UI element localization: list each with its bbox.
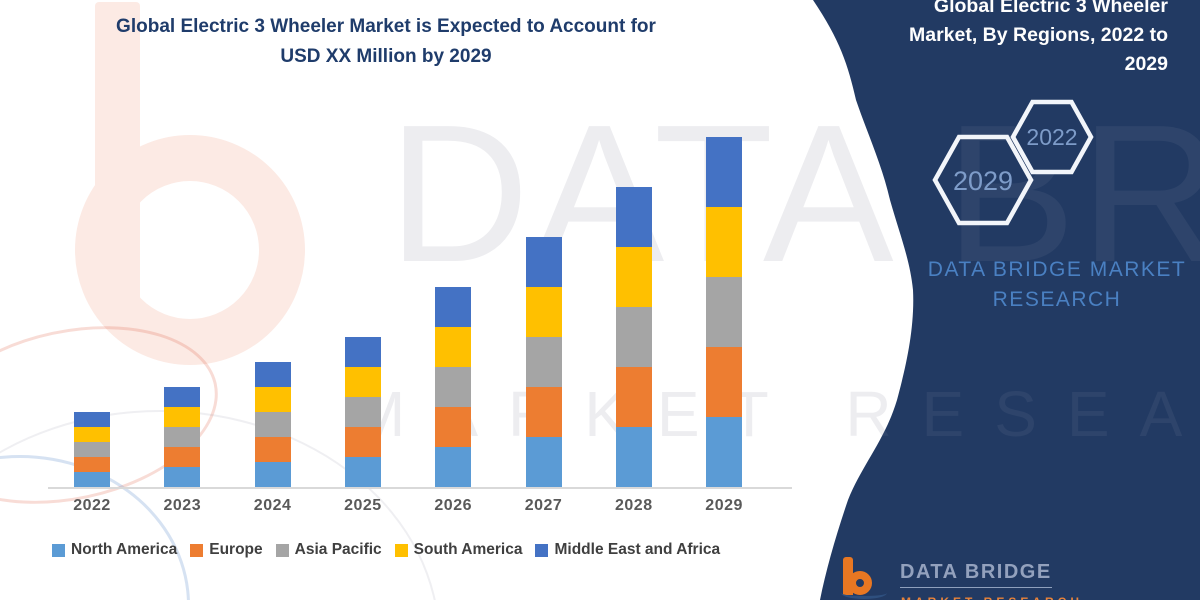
brand-wordmark-line2: RESEARCH (992, 288, 1122, 311)
stacked-bar-2026 (435, 287, 472, 487)
logo-subtitle: MARKET RESEARCH (901, 595, 1083, 600)
legend-swatch-icon (52, 543, 65, 557)
x-axis-label-2023: 2023 (163, 497, 202, 514)
chart-legend: North America Europe Asia Pacific South Ame… (52, 541, 720, 559)
x-axis-label-2025: 2025 (344, 497, 382, 514)
x-axis-label-2027: 2027 (524, 497, 563, 514)
bar-segment-asia-pacific (615, 307, 652, 367)
chart-title-line1: Global Electric 3 Wheeler Market is Expe… (116, 16, 656, 37)
hexagon-2029 (932, 134, 1034, 226)
x-axis-label-2028: 2028 (615, 497, 653, 514)
stacked-bar-2029 (706, 137, 743, 487)
x-axis-label-2026: 2026 (434, 497, 472, 514)
bar-segment-south-america (254, 387, 291, 412)
bar-segment-middle-east-and-africa (435, 287, 472, 327)
bar-segment-south-america (706, 207, 743, 277)
bar-segment-europe (254, 437, 291, 462)
x-axis-label-2029: 2029 (705, 497, 743, 514)
legend-swatch-icon (190, 543, 204, 557)
bar-segment-middle-east-and-africa (74, 412, 110, 427)
bar-segment-europe (74, 457, 110, 472)
bar-segment-europe (344, 427, 381, 457)
bar-segment-south-america (435, 327, 472, 367)
bar-segment-south-america (74, 427, 110, 442)
stacked-bar-2022 (74, 412, 110, 487)
stacked-bar-2027 (525, 237, 562, 487)
bar-segment-europe (435, 407, 472, 447)
x-axis-line (48, 487, 792, 489)
bar-segment-north-america (525, 437, 562, 487)
brand-wordmark: DATA BRIDGE MARKET RESEARCH (927, 255, 1187, 315)
bar-segment-europe (706, 347, 743, 417)
x-axis-label-2022: 2022 (73, 497, 111, 514)
legend-label: South America (413, 541, 523, 558)
bar-segment-north-america (435, 447, 472, 487)
bar-segment-middle-east-and-africa (344, 337, 381, 367)
bar-segment-north-america (74, 472, 110, 487)
legend-item-europe: Europe (190, 541, 263, 559)
bar-segment-middle-east-and-africa (615, 187, 652, 247)
legend-label: Middle East and Africa (554, 541, 721, 558)
chart-title-line2: USD XX Million by 2029 (280, 46, 492, 67)
side-panel-heading: Global Electric 3 Wheeler Market, By Reg… (908, 0, 1168, 75)
bar-segment-middle-east-and-africa (525, 237, 562, 287)
bar-segment-north-america (344, 457, 381, 487)
bar-segment-asia-pacific (74, 442, 110, 457)
stacked-bar-2024 (254, 362, 291, 487)
brand-wordmark-line1: DATA BRIDGE MARKET (927, 258, 1187, 281)
bar-segment-middle-east-and-africa (254, 362, 291, 387)
bar-segment-asia-pacific (525, 337, 562, 387)
bar-segment-asia-pacific (254, 412, 291, 437)
bar-segment-middle-east-and-africa (164, 387, 201, 407)
x-axis-label-2024: 2024 (253, 497, 292, 514)
plot-area (48, 121, 792, 487)
logo-bridge-icon (841, 587, 887, 599)
legend-swatch-icon (394, 543, 408, 557)
bar-segment-north-america (615, 427, 652, 487)
hexagon-2022-label: 2022 (1026, 124, 1077, 150)
bar-segment-asia-pacific (164, 427, 201, 447)
bar-segment-asia-pacific (435, 367, 472, 407)
bar-segment-north-america (164, 467, 201, 487)
legend-swatch-icon (535, 543, 549, 557)
logo-b-icon (843, 557, 853, 595)
logo-name: DATA BRIDGE (900, 561, 1052, 588)
bar-segment-europe (164, 447, 201, 467)
bar-segment-asia-pacific (706, 277, 743, 347)
legend-label: Asia Pacific (294, 541, 382, 558)
stacked-bar-2028 (615, 187, 652, 487)
hexagon-year-badges: 2029 2022 (932, 99, 1094, 226)
bar-segment-south-america (615, 247, 652, 307)
bar-segment-middle-east-and-africa (706, 137, 743, 207)
legend-item-asia-pacific: Asia Pacific (275, 541, 382, 559)
legend-label: Europe (209, 541, 263, 558)
bar-segment-north-america (706, 417, 743, 487)
bar-segment-south-america (344, 367, 381, 397)
legend-item-north-america: North America (52, 541, 177, 559)
bar-segment-asia-pacific (344, 397, 381, 427)
legend-label: North America (71, 541, 178, 558)
hexagon-2022 (1010, 99, 1094, 175)
legend-item-south-america: South America (394, 541, 523, 559)
hexagon-2029-label: 2029 (953, 166, 1013, 196)
bar-segment-north-america (254, 462, 291, 487)
stacked-bar-2023 (164, 387, 201, 487)
chart-title: Global Electric 3 Wheeler Market is Expe… (30, 12, 742, 72)
bar-segment-europe (525, 387, 562, 437)
stacked-bar-2025 (344, 337, 381, 487)
legend-item-middle-east-and-africa: Middle East and Africa (535, 541, 720, 559)
bar-segment-south-america (525, 287, 562, 337)
bar-segment-europe (615, 367, 652, 427)
bar-segment-south-america (164, 407, 201, 427)
legend-swatch-icon (275, 543, 289, 557)
